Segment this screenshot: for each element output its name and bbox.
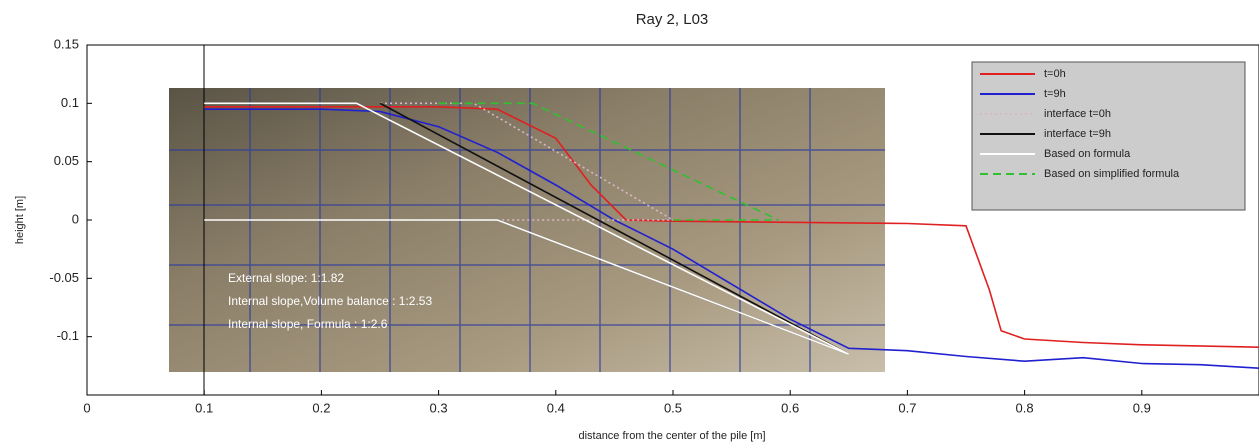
- y-tick-label: 0: [72, 211, 79, 226]
- y-tick-label: 0.1: [61, 95, 79, 110]
- annotation: Internal slope, Formula : 1:2.6: [228, 317, 388, 331]
- legend-label: Based on formula: [1044, 148, 1131, 160]
- x-tick-label: 0.4: [547, 400, 565, 415]
- legend-label: t=0h: [1044, 68, 1066, 80]
- legend-label: t=9h: [1044, 88, 1066, 100]
- chart-title: Ray 2, L03: [636, 11, 709, 28]
- x-tick-label: 0.1: [195, 400, 213, 415]
- y-tick-label: -0.1: [57, 328, 79, 343]
- annotation: External slope: 1:1.82: [228, 271, 344, 285]
- legend-label: Based on simplified formula: [1044, 168, 1180, 180]
- x-tick-label: 0.2: [312, 400, 330, 415]
- x-tick-label: 0.7: [898, 400, 916, 415]
- x-tick-label: 0.8: [1016, 400, 1034, 415]
- x-tick-label: 0: [83, 400, 90, 415]
- chart: Ray 2, L03 distance from the center of t…: [0, 0, 1259, 445]
- x-tick-label: 0.3: [430, 400, 448, 415]
- x-tick-label: 0.6: [781, 400, 799, 415]
- legend-label: interface t=9h: [1044, 128, 1111, 140]
- x-tick-label: 0.9: [1133, 400, 1151, 415]
- y-tick-label: 0.15: [54, 36, 79, 51]
- x-axis-label: distance from the center of the pile [m]: [578, 430, 765, 442]
- legend-label: interface t=0h: [1044, 108, 1111, 120]
- y-tick-label: 0.05: [54, 153, 79, 168]
- y-axis-label: height [m]: [14, 196, 26, 244]
- y-tick-label: -0.05: [49, 270, 79, 285]
- annotation: Internal slope,Volume balance : 1:2.53: [228, 294, 432, 308]
- x-tick-label: 0.5: [664, 400, 682, 415]
